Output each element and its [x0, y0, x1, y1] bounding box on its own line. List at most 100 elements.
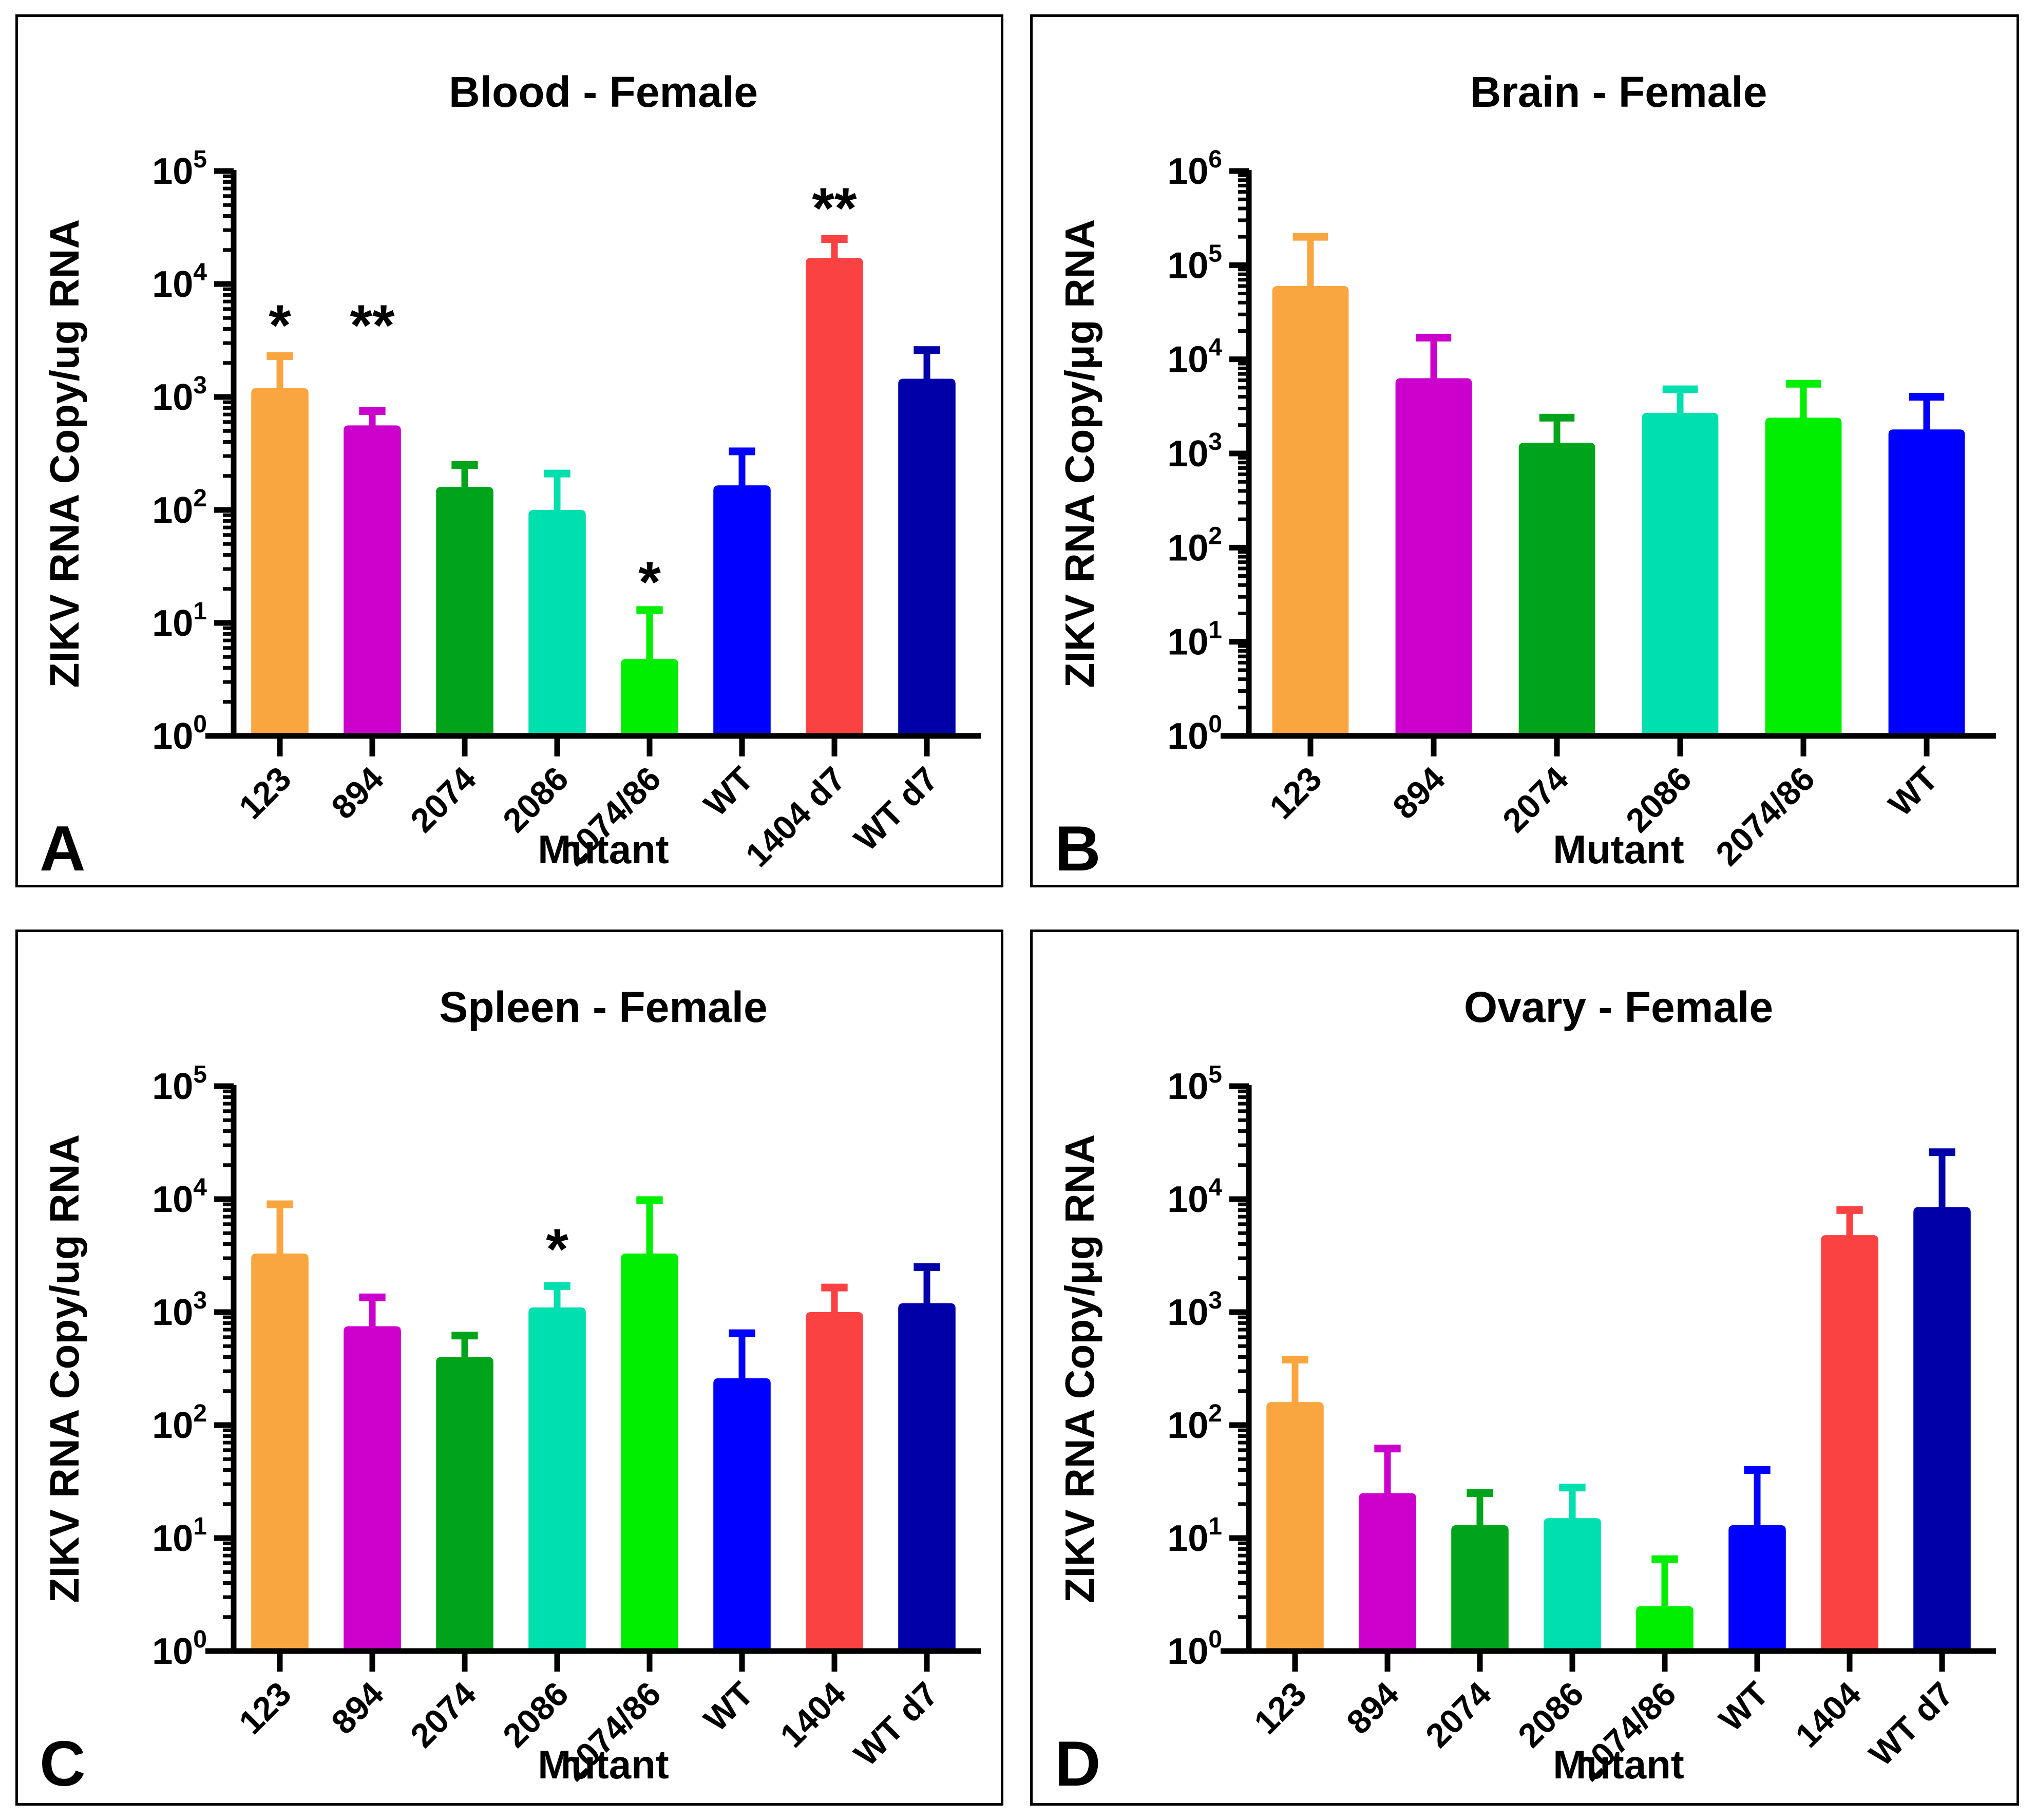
bar-2086	[1544, 1518, 1601, 1651]
bar-894	[344, 1326, 401, 1651]
x-tick-label-wt-d7: WT d7	[1862, 1675, 1961, 1773]
x-tick-label-123: 123	[1247, 1675, 1314, 1741]
bar-894	[1359, 1493, 1416, 1651]
y-tick-label-10e5: 105	[1167, 1061, 1222, 1107]
error-cap-2086	[1559, 1484, 1586, 1492]
x-tick-label-wt-d7: WT d7	[847, 1675, 945, 1773]
error-cap-2086	[1662, 385, 1698, 393]
error-cap-2074-86	[1785, 380, 1821, 388]
bar-2086	[528, 510, 586, 736]
error-cap-894	[1374, 1445, 1401, 1453]
error-cap-wt	[1744, 1466, 1771, 1474]
y-tick-label-10e2: 102	[152, 1400, 207, 1446]
x-axis-label: Mutant	[1553, 1742, 1684, 1787]
x-tick-label-wt: WT	[1711, 1675, 1776, 1739]
panel-ovary-female: Ovary - Female 123 894 2074 2086 2074/86 WT 140…	[1030, 930, 2019, 1806]
y-tick-label-10e0: 100	[152, 711, 207, 757]
y-axis-label: ZIKV RNA Copy/μg RNA	[1057, 219, 1102, 688]
significance-marker: **	[812, 176, 857, 240]
error-bar-2074-86	[646, 1200, 653, 1269]
error-cap-2074	[1467, 1489, 1493, 1497]
bar-894	[1395, 378, 1472, 736]
chart-title: Brain - Female	[1470, 68, 1767, 116]
significance-marker: *	[546, 1217, 568, 1281]
y-tick-label-10e1: 101	[1167, 1513, 1222, 1559]
bar-123	[1272, 286, 1349, 736]
error-cap-2074-86	[636, 1196, 663, 1204]
y-tick-label-10e0: 100	[1167, 711, 1222, 757]
error-bar-2074-86	[646, 610, 653, 675]
panel-letter: D	[1055, 1729, 1101, 1799]
error-cap-wt	[1909, 393, 1945, 401]
y-tick-label-10e3: 103	[1167, 428, 1222, 475]
error-bar-wt-d7	[1938, 1152, 1946, 1223]
x-tick-label-894: 894	[1385, 759, 1452, 826]
bar-2074	[436, 1357, 493, 1651]
significance-marker: **	[350, 293, 395, 357]
panel-blood-female: Blood - Female 123 894 2074 2086 2074/86 WT 140…	[15, 14, 1003, 887]
y-tick-label-10e4: 104	[152, 1174, 207, 1220]
y-tick-label-10e2: 102	[1167, 1400, 1222, 1446]
y-tick-label-10e0: 100	[152, 1626, 207, 1672]
panel-letter: A	[40, 813, 86, 884]
y-tick-label-10e5: 105	[1167, 240, 1222, 286]
bar-1404-d7	[806, 258, 863, 736]
y-tick-label-10e5: 105	[152, 146, 207, 192]
panel-letter: C	[40, 1729, 86, 1799]
error-cap-1404	[821, 1283, 848, 1292]
error-cap-894	[359, 1293, 386, 1301]
y-tick-label-10e1: 101	[152, 598, 207, 644]
bar-123	[251, 388, 309, 736]
x-tick-label-894: 894	[1339, 1674, 1406, 1741]
x-tick-label-2074-86: 2074/86	[1708, 760, 1822, 873]
y-tick-label-10e2: 102	[1167, 522, 1222, 568]
y-tick-label-10e3: 103	[152, 1287, 207, 1333]
bar-2074-86	[621, 659, 678, 736]
y-axis-label: ZIKV RNA Copy/ug RNA	[42, 219, 87, 688]
y-tick-label-10e3: 103	[1167, 1287, 1222, 1333]
x-axis-label: Mutant	[1553, 827, 1684, 872]
x-tick-label-123: 123	[1262, 760, 1329, 826]
error-cap-1404-d7	[821, 235, 848, 243]
bar-1404	[806, 1312, 863, 1651]
error-bar-123	[1307, 237, 1314, 302]
x-tick-label-wt-d7: WT d7	[847, 760, 945, 858]
bar-wt-d7	[898, 1303, 956, 1651]
y-tick-label-10e0: 100	[1167, 1626, 1222, 1672]
bar-wt	[713, 1378, 771, 1651]
x-tick-label-2074: 2074	[1418, 1674, 1498, 1754]
error-cap-2086	[544, 469, 570, 478]
x-axis-label: Mutant	[538, 1742, 669, 1787]
error-cap-2074	[451, 461, 478, 469]
error-cap-2074-86	[1651, 1555, 1678, 1563]
bar-wt	[713, 485, 771, 736]
bar-123	[251, 1253, 309, 1651]
bar-wt-d7	[898, 378, 956, 736]
x-tick-label-1404-d7: 1404 d7	[738, 760, 853, 875]
panel-spleen-female: Spleen - Female 123 894 2074 2086 2074/86 WT 14…	[15, 930, 1003, 1806]
error-cap-wt-d7	[914, 346, 940, 354]
error-cap-2074	[1539, 413, 1575, 422]
x-tick-label-1404: 1404	[773, 1674, 853, 1754]
chart-title: Spleen - Female	[439, 983, 768, 1031]
bar-wt	[1888, 429, 1965, 736]
x-tick-label-2074: 2074	[403, 759, 483, 839]
bar-wt-d7	[1913, 1207, 1971, 1651]
x-tick-label-wt: WT	[1881, 760, 1945, 824]
error-cap-wt	[729, 1329, 755, 1337]
bar-123	[1266, 1402, 1324, 1651]
error-cap-1404	[1836, 1206, 1863, 1214]
error-cap-123	[1292, 233, 1328, 241]
x-tick-label-123: 123	[232, 760, 298, 826]
bar-2086	[1642, 412, 1719, 736]
error-cap-894	[359, 407, 386, 415]
error-cap-wt-d7	[1929, 1148, 1955, 1157]
x-tick-label-1404: 1404	[1788, 1674, 1868, 1754]
x-axis-label: Mutant	[538, 827, 669, 872]
significance-marker: *	[269, 293, 291, 357]
bar-2074-86	[1636, 1606, 1694, 1651]
error-cap-wt	[729, 447, 755, 456]
